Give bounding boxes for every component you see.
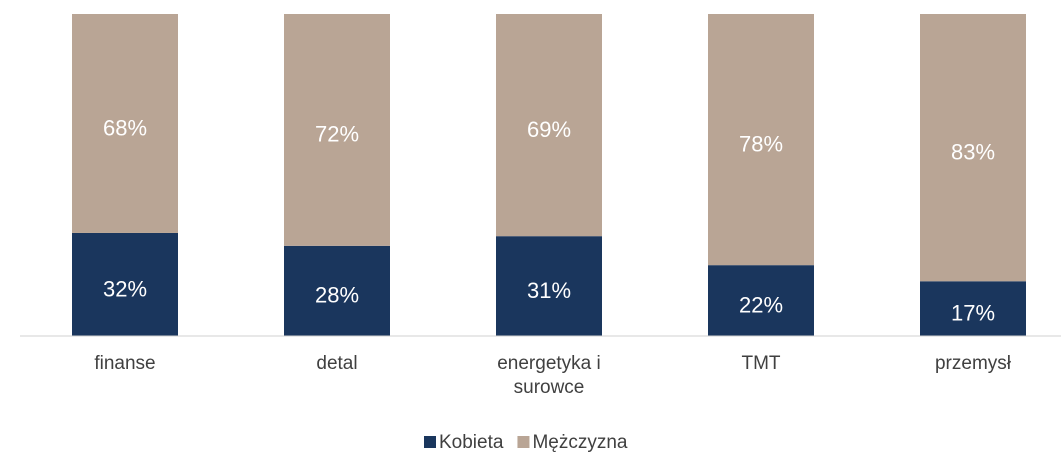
x-tick-label: TMT	[741, 353, 781, 374]
data-label: 78%	[739, 131, 783, 156]
bar-segment	[284, 14, 390, 246]
legend-swatch	[424, 436, 436, 448]
x-tick-label: finanse	[94, 353, 156, 374]
x-tick-label: przemysł	[934, 353, 1011, 374]
bar-segment	[284, 245, 390, 336]
data-label: 22%	[739, 292, 783, 317]
legend-label: Kobieta	[439, 432, 504, 453]
bar-segment	[920, 14, 1026, 282]
x-tick-label: detal	[316, 353, 358, 374]
legend-label: Mężczyzna	[532, 432, 627, 453]
data-label: 31%	[527, 278, 571, 303]
data-label: 28%	[315, 283, 359, 308]
bar-segment	[72, 14, 178, 233]
x-tick-label: energetyka i surowce	[497, 353, 601, 398]
data-label: 72%	[315, 122, 359, 147]
data-label: 69%	[527, 117, 571, 142]
data-label: 32%	[103, 276, 147, 301]
bar-segment	[72, 232, 178, 336]
data-label: 83%	[951, 139, 995, 164]
data-label: 17%	[951, 300, 995, 325]
data-label: 68%	[103, 115, 147, 140]
bar-segment	[496, 14, 602, 237]
bar-segment	[708, 14, 814, 266]
legend-swatch	[517, 436, 530, 448]
bar-segment	[496, 236, 602, 336]
bar-segment	[708, 265, 814, 336]
bar-segment	[920, 281, 1026, 336]
